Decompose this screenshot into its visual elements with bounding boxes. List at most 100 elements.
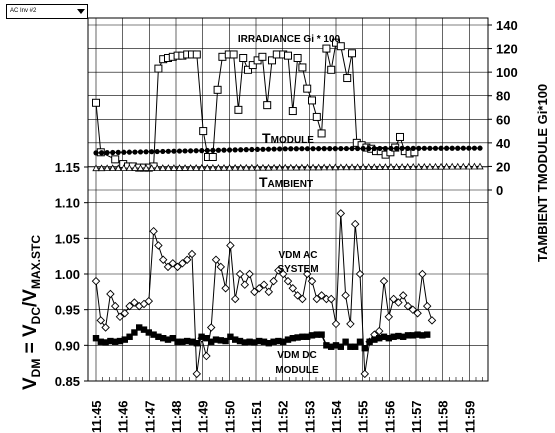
data-point-vdm-dc-module xyxy=(284,336,292,343)
chart-axes xyxy=(84,17,492,382)
data-point-tmodule xyxy=(93,150,99,156)
data-point-tmodule xyxy=(388,145,394,152)
data-point-vdm-ac-system xyxy=(187,249,197,259)
data-point-tambient xyxy=(114,164,122,172)
data-point-tmodule xyxy=(115,149,121,155)
data-point-tmodule xyxy=(98,150,105,156)
data-point-vdm-ac-system xyxy=(250,287,259,297)
data-point-tambient xyxy=(214,163,223,171)
data-point-vdm-dc-module xyxy=(188,338,196,345)
inverter-select-value: AC Inv #2 xyxy=(10,8,37,14)
data-point-tmodule xyxy=(416,145,422,151)
data-point-vdm-ac-system xyxy=(394,298,403,307)
x-tick-label: 11:53 xyxy=(302,400,317,433)
data-point-tmodule xyxy=(204,147,210,154)
data-point-tambient xyxy=(342,163,351,171)
data-point-tmodule xyxy=(371,145,377,152)
data-point-tambient xyxy=(175,164,184,171)
data-point-tambient xyxy=(131,164,139,171)
data-point-vdm-dc-module xyxy=(236,337,244,345)
data-point-tmodule xyxy=(338,145,344,152)
data-point-vdm-ac-system xyxy=(154,241,163,250)
data-point-vdm-ac-system xyxy=(374,326,384,336)
data-point-irradiance-gi-100 xyxy=(239,54,248,62)
chart-labels: 11:45 11:46 11:47 11:48 11:49 11:50 11:51 11:52… xyxy=(20,18,550,433)
data-point-vdm-dc-module xyxy=(174,338,181,345)
data-point-tambient xyxy=(136,164,145,171)
data-point-tambient xyxy=(147,164,156,171)
data-point-tmodule xyxy=(466,145,472,151)
data-point-tambient xyxy=(314,163,323,171)
data-point-vdm-dc-module xyxy=(198,333,205,340)
x-tick-label: 11:47 xyxy=(142,400,157,433)
data-point-tmodule xyxy=(449,145,455,151)
data-point-tmodule xyxy=(271,146,277,152)
data-point-tmodule xyxy=(193,148,199,154)
chevron-down-icon xyxy=(77,9,85,14)
data-point-vdm-ac-system xyxy=(278,269,288,279)
data-point-vdm-dc-module xyxy=(356,338,364,345)
data-point-irradiance-gi-100 xyxy=(312,112,321,121)
y-right-tick-label: 60 xyxy=(496,112,510,127)
data-point-vdm-dc-module xyxy=(361,344,368,352)
data-point-tambient xyxy=(415,162,423,170)
data-point-vdm-ac-system xyxy=(360,369,370,379)
data-point-tmodule xyxy=(349,145,355,152)
data-point-vdm-ac-system xyxy=(125,301,134,311)
data-point-tmodule xyxy=(288,146,294,152)
plot-frame xyxy=(87,17,489,382)
data-point-irradiance-gi-100 xyxy=(322,44,331,53)
x-tick-label: 11:46 xyxy=(116,400,131,433)
inverter-select-dropdown[interactable]: AC Inv #2 xyxy=(6,4,88,19)
y-right-tick-label: 140 xyxy=(496,18,518,33)
annotation-vdm-dc-module: MODULE xyxy=(275,365,319,376)
series-line-vdm-ac-system xyxy=(95,213,433,374)
data-point-vdm-dc-module xyxy=(390,333,397,340)
data-point-vdm-dc-module xyxy=(332,342,340,349)
data-point-vdm-dc-module xyxy=(371,336,378,343)
data-point-vdm-dc-module xyxy=(116,337,124,345)
data-point-vdm-ac-system xyxy=(178,259,187,268)
data-point-vdm-dc-module xyxy=(169,335,176,342)
data-point-vdm-dc-module xyxy=(102,339,109,346)
data-point-vdm-dc-module xyxy=(145,329,152,336)
data-point-tambient xyxy=(203,164,211,171)
data-point-vdm-ac-system xyxy=(206,323,216,332)
data-point-vdm-ac-system xyxy=(307,276,317,286)
data-point-vdm-ac-system xyxy=(216,262,226,272)
data-point-irradiance-gi-100 xyxy=(396,132,404,141)
data-point-tmodule xyxy=(432,145,439,151)
data-point-vdm-dc-module xyxy=(227,333,234,340)
data-point-vdm-dc-module xyxy=(107,337,114,345)
data-point-tmodule xyxy=(377,145,383,152)
data-point-vdm-ac-system xyxy=(144,296,154,306)
data-point-vdm-ac-system xyxy=(350,219,360,229)
data-point-tambient xyxy=(409,163,417,170)
data-point-vdm-ac-system xyxy=(312,294,322,304)
data-point-tambient xyxy=(470,162,479,170)
data-point-vdm-ac-system xyxy=(226,241,235,250)
data-point-irradiance-gi-100 xyxy=(92,98,100,107)
data-point-tmodule xyxy=(171,148,177,154)
data-point-tmodule xyxy=(382,145,388,152)
annotation-vdm-ac-system: SYSTEM xyxy=(277,264,318,275)
data-point-tmodule xyxy=(405,145,411,151)
data-point-vdm-ac-system xyxy=(221,284,230,293)
data-point-tmodule xyxy=(421,145,427,151)
data-point-tambient xyxy=(170,164,178,171)
data-point-vdm-dc-module xyxy=(97,338,104,345)
data-point-vdm-dc-module xyxy=(256,337,263,345)
data-point-vdm-ac-system xyxy=(91,276,101,286)
data-point-tambient xyxy=(237,163,245,171)
data-point-irradiance-gi-100 xyxy=(213,85,222,94)
data-point-tambient xyxy=(437,162,445,170)
data-point-vdm-ac-system xyxy=(120,308,130,318)
data-point-tmodule xyxy=(282,146,288,152)
data-point-tmodule xyxy=(221,147,227,153)
data-point-irradiance-gi-100 xyxy=(244,65,252,74)
y-right-tick-label: 120 xyxy=(496,42,518,57)
x-tick-label: 11:48 xyxy=(169,400,184,433)
data-point-vdm-dc-module xyxy=(366,338,373,345)
data-point-tmodule xyxy=(332,146,338,152)
